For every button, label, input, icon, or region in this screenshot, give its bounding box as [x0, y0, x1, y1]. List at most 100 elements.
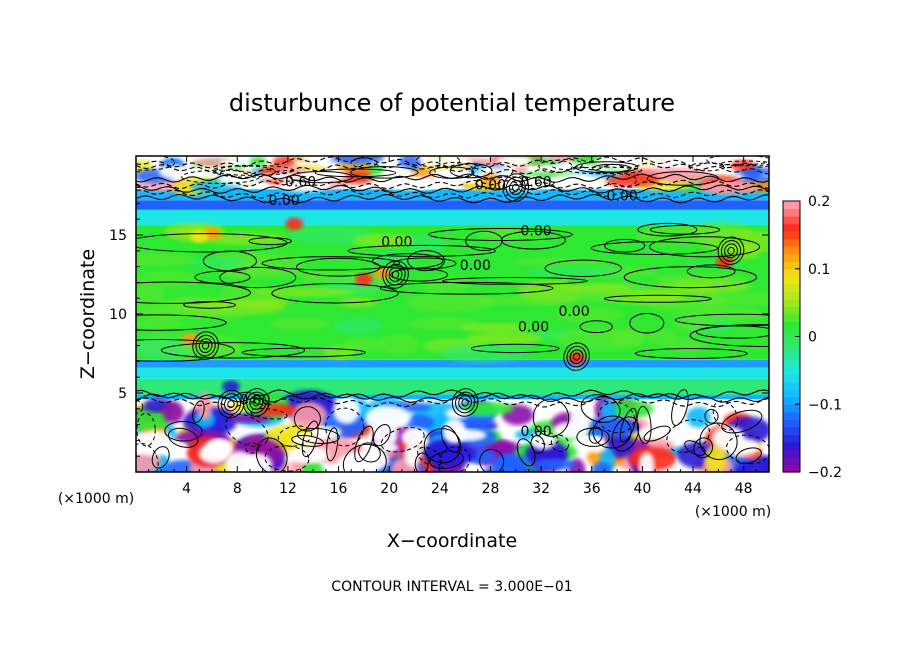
contour-loop — [634, 347, 748, 359]
contour-loop — [674, 313, 769, 327]
field-blob — [136, 319, 185, 329]
contour-loop — [458, 395, 473, 410]
contour-loop — [264, 445, 310, 472]
contour-loop — [227, 400, 235, 409]
field-blob — [157, 439, 189, 455]
contour-loop — [597, 401, 635, 434]
contour-loop — [512, 183, 520, 192]
x-tick-label: 32 — [532, 481, 550, 497]
contour-loop — [588, 426, 603, 444]
colorbar-segment — [783, 434, 800, 443]
field-blob — [686, 406, 711, 428]
colorbar-segment — [783, 449, 800, 458]
colorbar-segment — [783, 283, 800, 292]
contour-loop — [726, 434, 769, 465]
field-blob — [422, 156, 473, 168]
contour-loop — [136, 281, 251, 304]
contour-loop — [434, 161, 474, 179]
contour-loop — [417, 446, 443, 467]
x-axis-title: X−coordinate — [387, 530, 517, 552]
field-blob — [525, 266, 620, 277]
contour-loop — [530, 435, 545, 454]
contour-loop — [636, 405, 652, 445]
contour-loop — [181, 169, 260, 184]
field-blob — [220, 158, 246, 168]
field-blob — [585, 436, 608, 453]
colorbar-segment — [783, 306, 800, 315]
colorbar-segment — [783, 276, 800, 285]
contour-loop — [245, 442, 260, 454]
contour-loop — [198, 338, 213, 353]
field-blob — [289, 225, 372, 245]
field-blob — [481, 173, 500, 187]
contour-loop — [689, 323, 769, 347]
field-blob — [492, 454, 531, 472]
field-blob — [643, 330, 679, 343]
y-axis-title: Z−coordinate — [77, 249, 99, 379]
field-blob — [334, 316, 383, 335]
colorbar-segment — [783, 261, 800, 270]
contour-loop — [350, 166, 419, 179]
colorbar-segment — [783, 441, 800, 451]
colorbar-segment — [783, 464, 800, 473]
contour-loop — [569, 349, 584, 365]
field-blob — [197, 392, 213, 421]
colorbar-segment — [783, 291, 800, 300]
contour-loop — [391, 270, 400, 279]
contour-label: 0.60 — [285, 174, 316, 190]
x-unit-label-right: (×1000 m) — [695, 504, 771, 520]
contour-loop — [572, 352, 581, 361]
colorbar-segment — [783, 216, 800, 225]
field-blob — [513, 257, 617, 266]
colorbar-segment — [783, 389, 800, 398]
contour-loop — [563, 342, 590, 371]
contour-loop — [382, 260, 409, 289]
field-blob — [378, 334, 420, 354]
contour-label: 0.00 — [381, 234, 412, 250]
colorbar-segment — [783, 359, 800, 368]
contour-loop — [252, 398, 260, 407]
contour-loop — [538, 159, 573, 173]
field-blob — [613, 328, 645, 347]
colorbar-segment — [783, 298, 800, 307]
x-tick-label: 20 — [380, 481, 398, 497]
x-tick-label: 44 — [684, 481, 702, 497]
contour-labels: 0.60 0.00 0.00 0.60 0.00 0.00 0.00 0.00 0.00 0.00… — [239, 174, 637, 440]
x-tick-label: 24 — [431, 481, 449, 497]
field-blob — [238, 253, 304, 273]
contour-loop — [471, 163, 514, 179]
contour-loop — [151, 446, 170, 469]
colorbar-tick-label: 0.2 — [808, 194, 830, 210]
field-band — [136, 394, 769, 400]
contour-label: 0.00 — [518, 320, 549, 336]
contour-loop — [516, 438, 536, 467]
field-blob — [162, 401, 184, 424]
contour-loop — [249, 408, 288, 420]
contour-loop — [414, 452, 429, 472]
contour-loop — [192, 400, 205, 423]
x-tick-label: 12 — [279, 481, 297, 497]
contour-loop — [249, 395, 264, 410]
contour-loop — [449, 163, 493, 179]
colorbar-segment — [783, 223, 800, 232]
field-blob — [531, 458, 577, 471]
field-blob — [190, 230, 209, 243]
contour-loop — [195, 334, 216, 357]
colorbar-tick-label: −0.1 — [808, 397, 842, 413]
field-blob — [600, 399, 617, 420]
contour-loop — [277, 425, 313, 447]
contour-line — [136, 193, 769, 204]
contour-loop — [271, 283, 399, 304]
colorbar-segment — [783, 411, 800, 420]
field-blob — [229, 413, 272, 424]
colorbar-segment — [783, 336, 800, 345]
field-blob — [342, 338, 384, 352]
contour-loop — [201, 341, 210, 350]
colorbar-segment — [783, 456, 800, 466]
field-band — [136, 367, 769, 379]
field-blob — [730, 159, 755, 172]
contour-loop — [579, 320, 613, 334]
contour-loop — [637, 222, 698, 237]
contour-loop — [461, 398, 469, 407]
contour-loop — [217, 389, 245, 419]
